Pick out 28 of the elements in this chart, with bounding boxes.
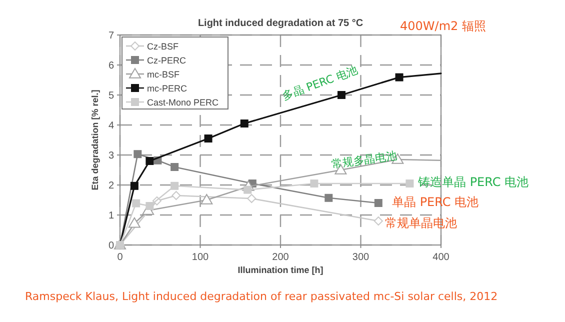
y-tick-label: 5 [108,90,114,102]
y-tick-label: 7 [108,30,114,42]
chart-title: Light induced degradation at 75 °C [198,18,364,29]
annotation: 常规多晶电池 [330,148,398,171]
x-tick-label: 300 [352,252,370,263]
legend-label: Cz-BSF [147,42,179,52]
x-axis-title: Illumination time [h] [238,265,324,275]
annotation: 常规单晶电池 [385,216,457,230]
x-tick-label: 0 [117,252,124,263]
legend-label: Cast-Mono PERC [147,98,220,108]
x-tick-label: 200 [272,252,290,263]
text: Ramspeck Klaus, Light induced degradation of rear passivated mc-Si solar cells, 2012 [25,290,498,303]
y-tick-label: 0 [108,240,114,252]
x-tick-label: 100 [192,252,210,263]
legend-label: mc-PERC [147,84,188,94]
text: 400W/m2 辐照 [400,19,486,33]
y-tick-label: 6 [108,60,114,72]
annotation: 单晶 PERC 电池 [392,195,479,209]
annotation: 多晶 PERC 电池 [280,63,360,103]
legend-label: mc-BSF [147,70,180,80]
y-tick-label: 3 [108,150,114,162]
y-tick-label: 2 [108,180,114,192]
annotation: 铸造单晶 PERC 电池 [417,175,529,189]
x-tick-label: 400 [432,252,450,263]
y-tick-label: 4 [108,120,114,132]
y-tick-label: 1 [108,210,114,222]
y-axis-title: Eta degradation [% rel.] [90,90,100,190]
legend-label: Cz-PERC [147,56,186,66]
